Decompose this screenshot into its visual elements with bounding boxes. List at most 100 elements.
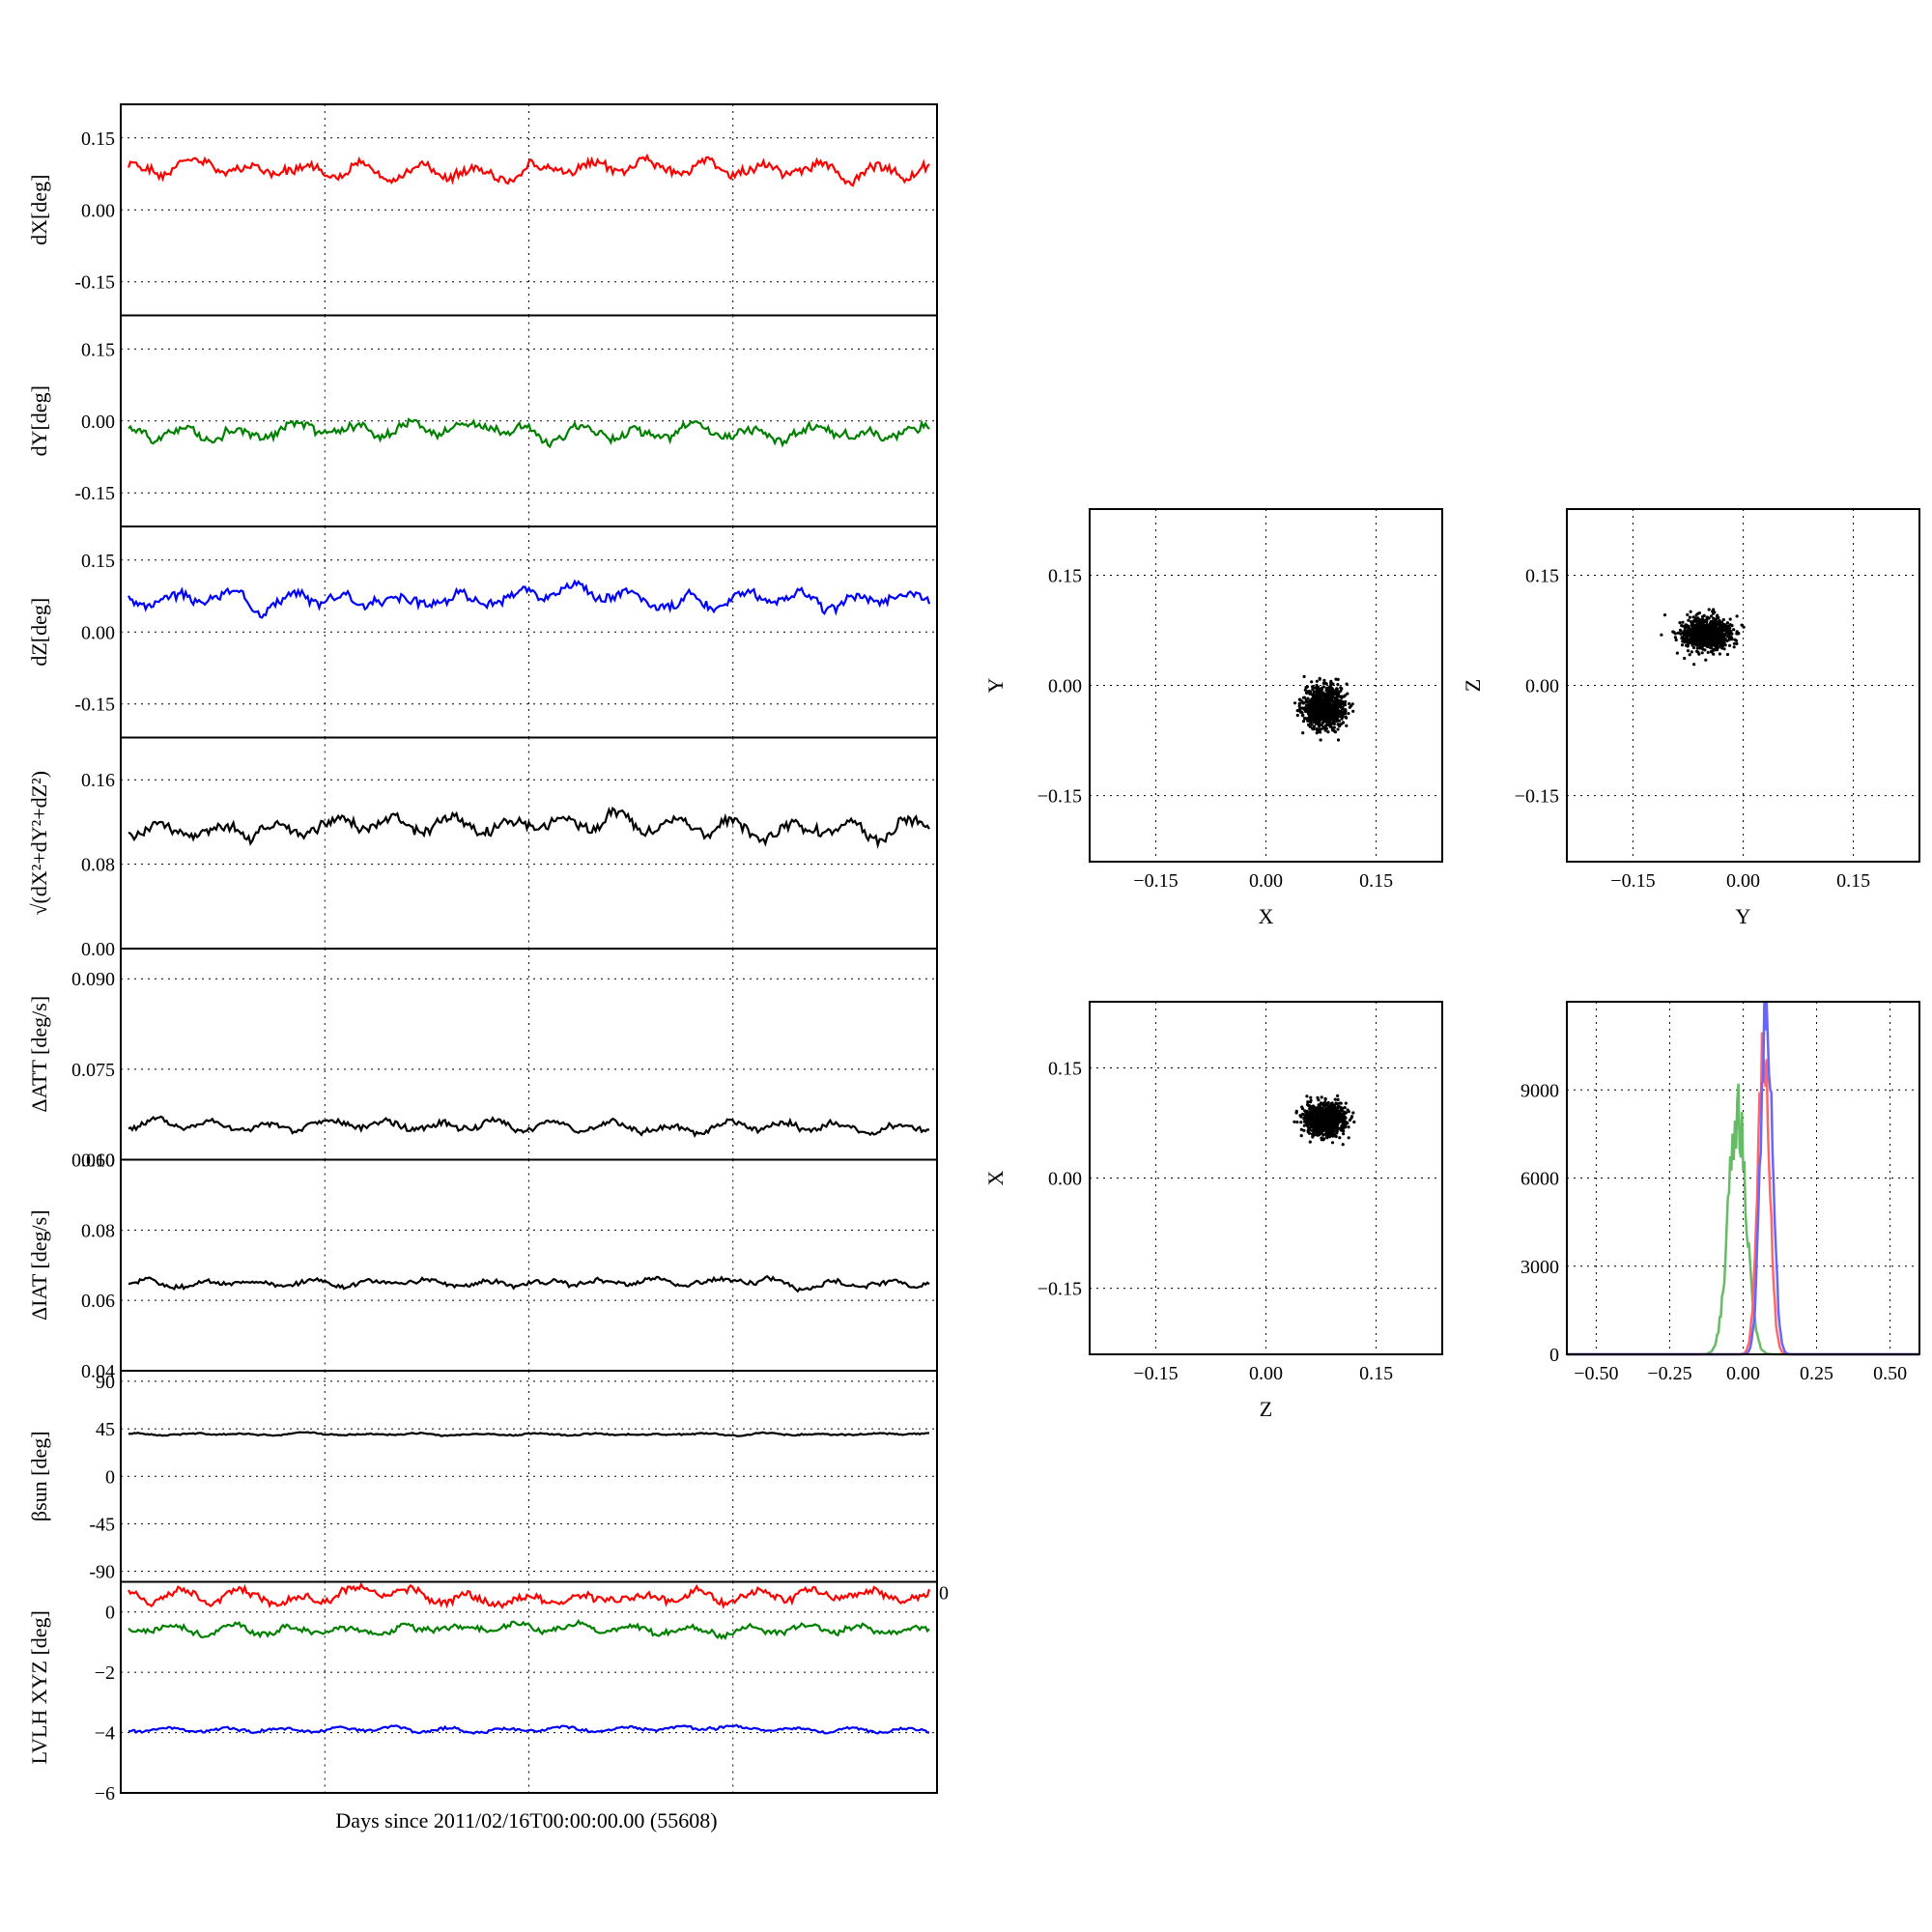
scatter-point (1321, 681, 1325, 686)
scatter-point (1325, 1117, 1329, 1122)
scatter-point (1726, 628, 1730, 632)
y-tick-label: -0.15 (74, 483, 115, 504)
scatter-point (1336, 683, 1340, 687)
y-tick-label: 9000 (1520, 1080, 1559, 1101)
scatter-point (1332, 729, 1336, 733)
scatter-point (1344, 1101, 1348, 1105)
scatter-point (1317, 724, 1321, 728)
scatter-point (1298, 1114, 1302, 1118)
y-tick-label: 0.08 (81, 855, 115, 876)
x-tick-label: −0.25 (1647, 1363, 1691, 1384)
scatter-point (1311, 688, 1315, 692)
scatter-point (1320, 1118, 1323, 1122)
y-tick-label: 0.060 (71, 1151, 115, 1172)
x-tick-label: −0.15 (1610, 870, 1655, 892)
scatter-point (1335, 1107, 1339, 1111)
scatter-point (1327, 1120, 1331, 1123)
scatter-point (1719, 644, 1723, 648)
scatter-point (1714, 633, 1718, 637)
scatter-point (1297, 701, 1301, 706)
panel-dx: 0.15 0.00 -0.15 dX[deg] (27, 103, 938, 317)
scatter-point (1340, 1125, 1344, 1130)
scatter-point (1674, 638, 1678, 642)
scatter-point (1328, 722, 1333, 725)
y-tick-label: 0.00 (1048, 1169, 1082, 1190)
scatter-point (1326, 1100, 1330, 1105)
scatter-point (1344, 1111, 1348, 1115)
scatter-point (1338, 1101, 1342, 1105)
scatter-point (1311, 1132, 1315, 1136)
scatter-point (1325, 1113, 1329, 1118)
scatter-point (1719, 640, 1722, 644)
y-tick-label: 0.075 (71, 1060, 115, 1081)
scatter-point (1722, 647, 1726, 651)
scatter-point (1312, 724, 1317, 728)
scatter-point (1730, 632, 1734, 636)
x-tick-label: 0.00 (1726, 870, 1760, 892)
scatter-point (1334, 677, 1338, 681)
scatter-point (1328, 696, 1332, 700)
panel-frame (120, 1158, 938, 1372)
scatter-point (1333, 715, 1337, 719)
scatter-point (1709, 645, 1713, 649)
scatter-point (1315, 689, 1320, 693)
scatter-point (1697, 611, 1701, 615)
scatter-point (1683, 633, 1687, 637)
scatter-point (1315, 679, 1319, 683)
scatter-point (1311, 1121, 1316, 1124)
scatter-point (1319, 702, 1323, 706)
scatter-point (1295, 1121, 1299, 1124)
scatter-point (1340, 1109, 1344, 1113)
scatter-point (1688, 638, 1691, 641)
scatter-point (1299, 1127, 1303, 1131)
x-tick-label: −0.50 (1574, 1363, 1618, 1384)
scatter-point (1717, 645, 1720, 649)
scatter-point (1695, 646, 1699, 650)
scatter-point (1691, 615, 1695, 619)
scatter-point (1721, 640, 1725, 644)
scatter-point (1724, 630, 1728, 634)
panel-lvlh: 0 −2 −4 −6 LVLH XYZ [deg] 0 (27, 1580, 949, 1804)
scatter-yz: −0.15 0.00 0.15 0.15 0.00 −0.15 Y Z (1461, 508, 1920, 928)
scatter-point (1725, 624, 1729, 628)
scatter-point (1314, 686, 1318, 690)
scatter-point (1309, 1095, 1313, 1099)
scatter-point (1307, 690, 1311, 694)
scatter-point (1688, 615, 1691, 619)
x-axis-label: Z (1260, 1397, 1272, 1421)
scatter-point (1336, 738, 1341, 742)
y-tick-label: 0 (105, 1466, 115, 1488)
scatter-point (1726, 634, 1730, 638)
scatter-point (1330, 1101, 1334, 1105)
scatter-point (1343, 1106, 1347, 1110)
scatter-point (1343, 1116, 1347, 1120)
scatter-point (1306, 1100, 1310, 1104)
scatter-point (1310, 680, 1314, 684)
scatter-point (1689, 628, 1692, 633)
scatter-point (1310, 1128, 1314, 1132)
scatter-point (1342, 1132, 1346, 1136)
panel-frame (1089, 508, 1443, 863)
scatter-point (1690, 632, 1695, 636)
scatter-point (1713, 643, 1717, 647)
series-line-0 (128, 579, 931, 619)
scatter-point (1330, 694, 1334, 697)
scatter-point (1326, 704, 1330, 709)
scatter-point (1299, 1121, 1303, 1124)
scatter-point (1318, 717, 1321, 721)
scatter-point (1339, 723, 1343, 726)
y-axis-label: ΔIAT [deg/s] (27, 1209, 51, 1321)
scatter-point (1742, 625, 1746, 629)
scatter-point (1312, 1123, 1317, 1127)
y-tick-label: 0.00 (1525, 676, 1559, 697)
y-axis-label: ΔATT [deg/s] (27, 996, 51, 1113)
scatter-point (1309, 703, 1313, 707)
scatter-point (1300, 1105, 1304, 1109)
scatter-point (1695, 625, 1699, 629)
scatter-point (1705, 644, 1710, 649)
scatter-point (1333, 1097, 1337, 1101)
y-tick-label: -90 (89, 1562, 115, 1583)
scatter-point (1327, 688, 1331, 693)
scatter-point (1333, 707, 1337, 711)
scatter-point (1316, 697, 1320, 701)
